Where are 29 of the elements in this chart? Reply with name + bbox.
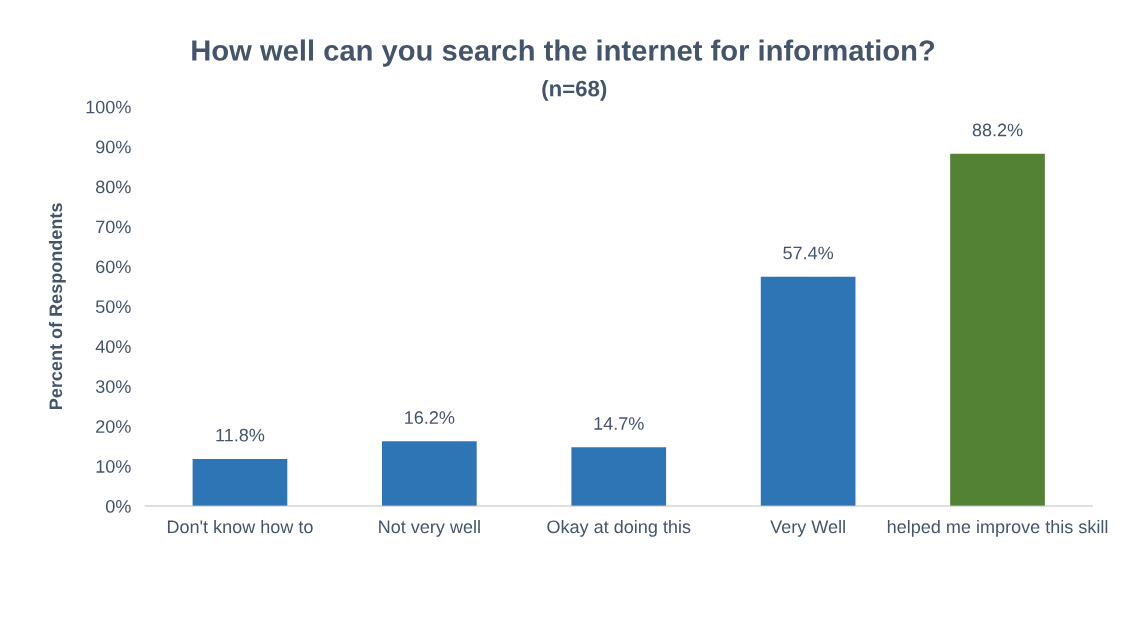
x-tick-label: Not very well — [379, 519, 480, 537]
y-tick-label: 0% — [105, 500, 131, 513]
y-tick-label: 80% — [96, 180, 131, 194]
data-label: 11.8% — [216, 428, 265, 442]
x-tick-label: Okay at doing this — [547, 519, 691, 537]
y-tick-label: 40% — [95, 340, 131, 354]
bar — [382, 441, 477, 507]
data-label: 57.4% — [783, 246, 834, 260]
bar — [571, 447, 667, 507]
y-tick-label: 30% — [95, 380, 131, 393]
x-tick-label: helped me improve this skill — [887, 519, 1108, 537]
bar — [760, 276, 856, 507]
y-tick-label: 10% — [96, 460, 131, 473]
y-tick-label: 90% — [96, 140, 131, 154]
bar — [192, 458, 288, 507]
data-label: 14.7% — [594, 417, 644, 430]
x-tick-label: Very Well — [770, 519, 845, 537]
data-label: 16.2% — [405, 411, 455, 424]
y-tick-label: 20% — [96, 420, 131, 433]
y-tick-label: 100% — [86, 100, 131, 114]
y-tick-label: 70% — [96, 220, 131, 234]
y-axis-title: Percent of Respondents — [48, 203, 66, 410]
y-tick-label: 60% — [96, 260, 131, 274]
bar — [950, 153, 1045, 507]
x-tick-label: Don't know how to — [167, 519, 313, 534]
chart-subtitle: (n=68) — [542, 80, 607, 101]
data-label: 88.2% — [972, 123, 1023, 137]
chart-title: How well can you search the internet for information? — [192, 39, 935, 67]
y-tick-label: 50% — [95, 300, 131, 314]
